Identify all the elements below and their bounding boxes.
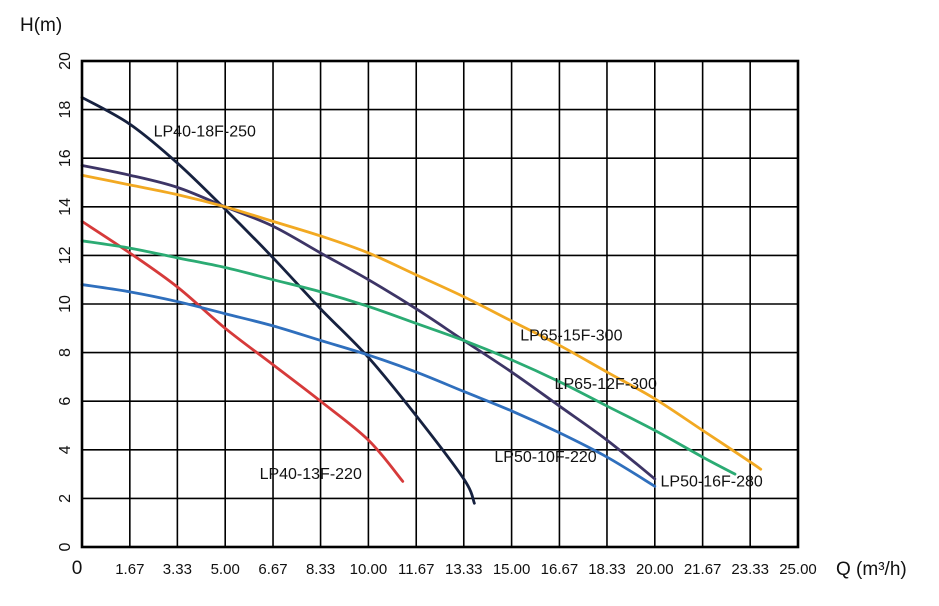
series-line-lp50-16f-280: [80, 164, 657, 481]
x-tick-label-10.00: 10.00: [350, 561, 388, 578]
y-tick-label-14: 14: [57, 198, 74, 216]
x-tick-label-13.33: 13.33: [445, 561, 483, 578]
x-tick-label-11.67: 11.67: [398, 561, 434, 578]
performance-curves: [80, 96, 763, 505]
x-tick-label-6.67: 6.67: [258, 561, 287, 578]
y-tick-label-8: 8: [57, 348, 74, 357]
x-tick-labels: 0 1.67 3.33 5.00 6.67 8.33 10.00 11.67 13.33 15.0…: [72, 558, 817, 579]
series-line-lp65-15f-300: [80, 173, 763, 471]
x-tick-label-18.33: 18.33: [588, 561, 626, 578]
series-label-lp40-13f-220: LP40-13F-220: [260, 466, 362, 483]
y-tick-label-2: 2: [57, 494, 74, 503]
x-axis-label: Q (m³/h): [836, 559, 907, 580]
x-tick-label-25.00: 25.00: [779, 561, 817, 578]
x-tick-label-21.67: 21.67: [684, 561, 722, 578]
y-tick-label-0: 0: [57, 542, 74, 551]
y-tick-label-18: 18: [57, 101, 74, 119]
grid-lines: [81, 60, 799, 548]
x-tick-label-1.67: 1.67: [115, 561, 144, 578]
y-tick-label-20: 20: [57, 52, 74, 70]
series-label-lp50-10f-220: LP50-10F-220: [494, 449, 596, 466]
series-line-lp50-10f-220: [80, 283, 657, 488]
series-label-lp40-18f-250: LP40-18F-250: [154, 123, 256, 140]
y-tick-label-10: 10: [57, 295, 74, 313]
plot-frame: [80, 59, 800, 549]
series-line-lp65-12f-300: [80, 239, 737, 476]
series-label-lp65-15f-300: LP65-15F-300: [520, 327, 622, 344]
x-tick-label-8.33: 8.33: [306, 561, 335, 578]
y-tick-labels: 0 2 4 6 8 10 12 14 16 18 20: [57, 52, 74, 551]
x-tick-label-23.33: 23.33: [731, 561, 769, 578]
series-labels: LP40-18F-250 LP40-13F-220 LP50-10F-220 LP50…: [154, 123, 763, 490]
y-tick-label-4: 4: [57, 445, 74, 454]
y-tick-label-6: 6: [57, 397, 74, 406]
y-tick-label-12: 12: [57, 246, 74, 264]
x-tick-label-3.33: 3.33: [163, 561, 192, 578]
x-tick-label-0: 0: [72, 558, 83, 579]
x-tick-label-5.00: 5.00: [211, 561, 240, 578]
series-label-lp65-12f-300: LP65-12F-300: [555, 376, 657, 393]
y-tick-label-16: 16: [57, 149, 74, 167]
x-tick-label-15.00: 15.00: [493, 561, 531, 578]
x-tick-label-16.67: 16.67: [541, 561, 579, 578]
series-label-lp50-16f-280: LP50-16F-280: [661, 473, 763, 490]
y-axis-label: H(m): [20, 15, 62, 36]
series-line-lp40-13f-220: [80, 219, 405, 483]
x-tick-label-20.00: 20.00: [636, 561, 674, 578]
